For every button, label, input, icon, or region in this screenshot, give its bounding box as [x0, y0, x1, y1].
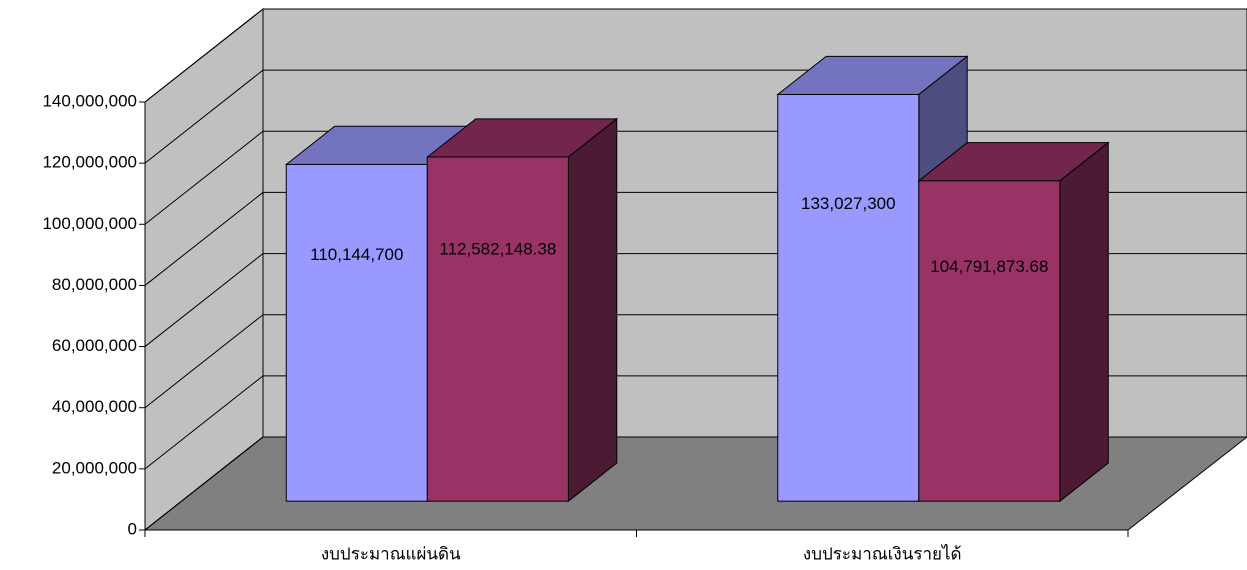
bar-side	[1059, 141, 1109, 503]
y-tick-label: 40,000,000	[52, 397, 137, 416]
x-tick-label: งบประมาณเงินรายได้	[803, 543, 962, 563]
y-tick-label: 120,000,000	[42, 153, 137, 172]
bar	[918, 180, 1061, 502]
bar-side	[567, 117, 618, 503]
grid-line	[144, 8, 1247, 103]
y-tick-label: 60,000,000	[52, 336, 137, 355]
y-tick-label: 80,000,000	[52, 275, 137, 294]
y-tick-label: 0	[128, 519, 137, 538]
y-tick-label: 140,000,000	[42, 91, 137, 110]
y-tick-label: 20,000,000	[52, 458, 137, 477]
data-label: 133,027,300	[801, 194, 896, 213]
bar	[777, 93, 920, 502]
bar	[285, 163, 428, 502]
x-tick-label: งบประมาณแผ่นดิน	[321, 544, 461, 563]
y-tick-label: 100,000,000	[42, 214, 137, 233]
data-label: 112,582,148.38	[439, 239, 556, 258]
data-label: 110,144,700	[310, 245, 403, 264]
data-label: 104,791,873.68	[930, 257, 1048, 276]
bar	[426, 156, 569, 502]
